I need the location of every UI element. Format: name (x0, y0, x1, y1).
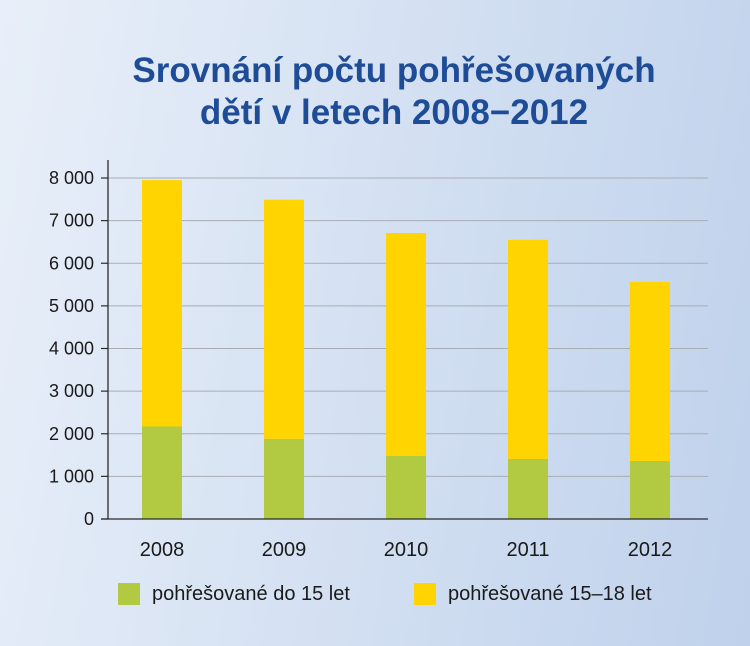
legend-swatch-under-15 (118, 583, 140, 605)
chart-title-line-1: Srovnání počtu pohřešovaných (132, 51, 656, 90)
x-tick-label: 2011 (506, 539, 549, 561)
x-tick-label: 2010 (384, 539, 429, 561)
bar-15-to-18-2011 (508, 239, 548, 459)
chart-title: Srovnání počtu pohřešovaných dětí v lete… (0, 50, 750, 134)
y-tick-label: 8 000 (49, 168, 94, 188)
y-tick-label: 4 000 (49, 339, 94, 359)
chart-title-line-2: dětí v letech 2008−2012 (199, 93, 589, 132)
bar-15-to-18-2010 (386, 232, 426, 456)
bar-under-15-2012 (630, 461, 670, 519)
bar-under-15-2009 (264, 438, 304, 519)
legend-label-under-15: pohřešované do 15 let (152, 583, 350, 605)
chart-legend: pohřešované do 15 let pohřešované 15–18 … (0, 582, 750, 606)
y-tick-label: 7 000 (49, 211, 94, 231)
y-tick-label: 1 000 (49, 466, 94, 486)
x-tick-label: 2009 (262, 539, 307, 561)
y-tick-label: 5 000 (49, 296, 94, 316)
legend-swatch-15-to-18 (414, 583, 436, 605)
bar-15-to-18-2012 (630, 282, 670, 462)
bar-under-15-2008 (142, 426, 182, 519)
bar-15-to-18-2008 (142, 180, 182, 427)
x-tick-label: 2008 (140, 539, 185, 561)
x-tick-label: 2012 (628, 539, 673, 561)
y-tick-label: 2 000 (49, 424, 94, 444)
bar-under-15-2010 (386, 455, 426, 519)
y-tick-label: 3 000 (49, 381, 94, 401)
y-tick-label: 0 (84, 509, 94, 529)
y-tick-label: 6 000 (49, 253, 94, 273)
bar-15-to-18-2009 (264, 199, 304, 439)
legend-label-15-to-18: pohřešované 15–18 let (448, 583, 652, 605)
bar-under-15-2011 (508, 458, 548, 519)
